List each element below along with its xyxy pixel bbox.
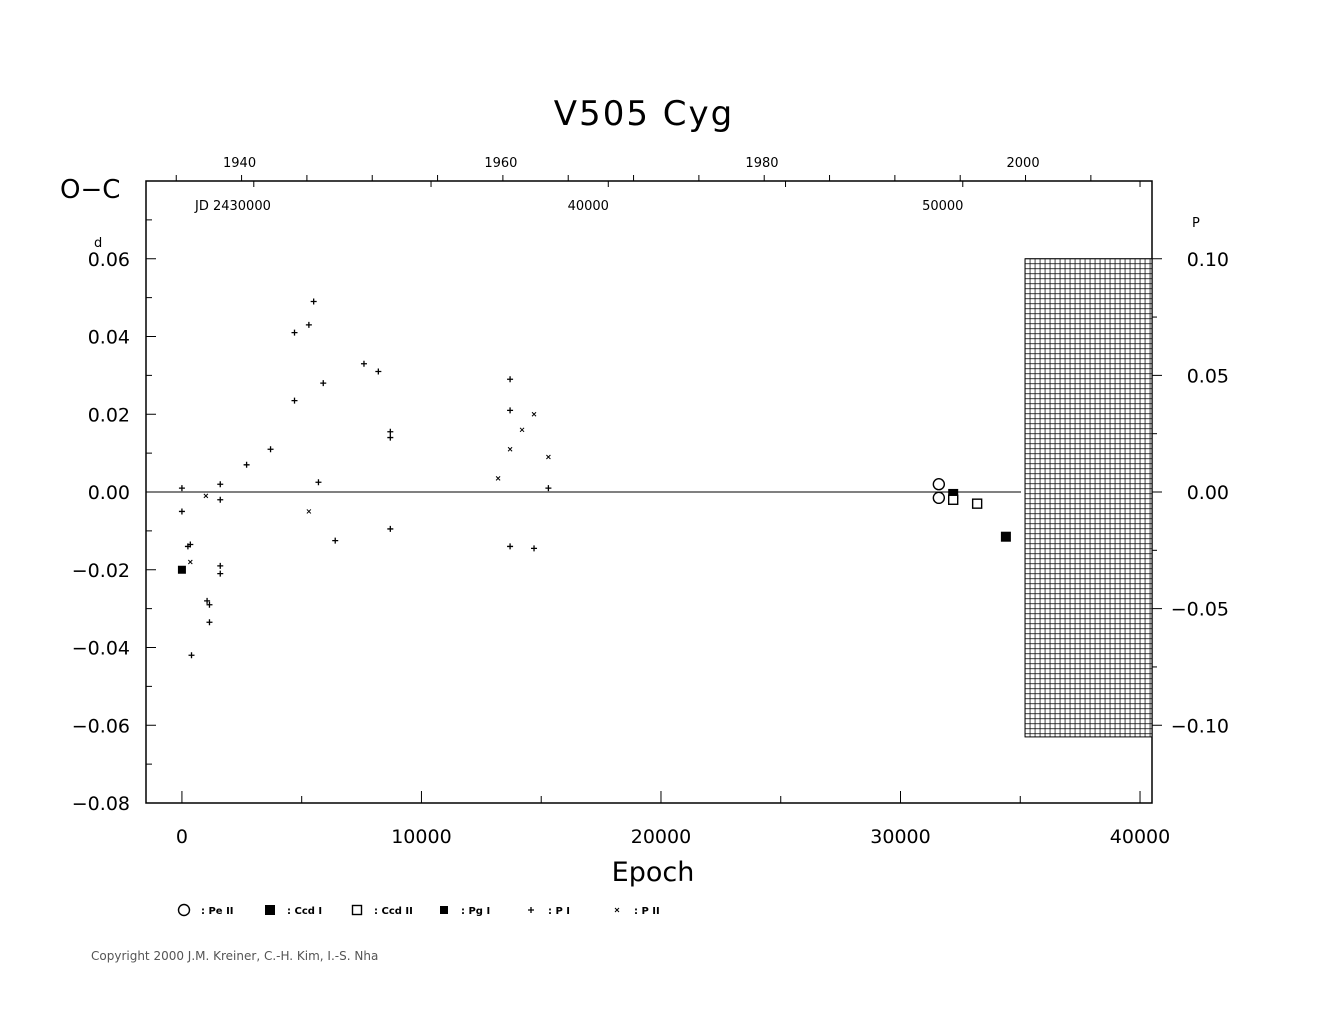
right-tick-labels: 0.10 0.05 0.00 −0.05 −0.10 (1171, 249, 1229, 738)
data-point-p-i (188, 652, 195, 659)
data-point-p-i (545, 485, 552, 492)
legend-label: : Pg I (461, 906, 490, 917)
data-point-p-i (217, 562, 224, 569)
legend-symbol (177, 903, 191, 917)
data-point-p-ii (531, 411, 537, 417)
copyright-notice: Copyright 2000 J.M. Kreiner, C.-H. Kim, … (91, 949, 379, 963)
data-point-p-i (507, 407, 514, 414)
x-tick-label: 40000 (1110, 826, 1170, 848)
data-point-ccd-i (1000, 531, 1011, 542)
top-year-label: 1960 (484, 156, 517, 171)
x-tick-label: 0 (176, 826, 188, 848)
data-point-p-i (332, 537, 339, 544)
top-axis-labels: 1940 1960 1980 2000 40000 50000 (223, 156, 1040, 214)
data-point-ccd-i (948, 488, 959, 499)
data-points (177, 298, 1011, 659)
data-point-p-i (291, 397, 298, 404)
legend-symbol (614, 907, 620, 913)
right-axis-unit: P (1192, 216, 1200, 231)
x-tick-label: 10000 (391, 826, 451, 848)
data-point-pe-ii (932, 491, 946, 505)
data-point-p-i (387, 525, 394, 532)
data-point-pg-i (177, 565, 186, 574)
data-point-p-i (267, 446, 274, 453)
y-axis-unit: d (94, 236, 102, 251)
right-tick-label: −0.05 (1171, 599, 1229, 621)
y-axis-label: O−C (60, 175, 120, 205)
legend-symbol (265, 905, 275, 915)
data-point-p-ii (203, 493, 209, 499)
y-tick-label: −0.06 (72, 715, 130, 737)
data-point-p-i (291, 329, 298, 336)
x-tick-label: 30000 (870, 826, 930, 848)
legend-symbol (440, 906, 448, 914)
x-tick-label: 20000 (631, 826, 691, 848)
data-point-p-i (204, 597, 211, 604)
top-jd-label: 50000 (922, 199, 963, 214)
y-tick-label: 0.06 (88, 249, 130, 271)
x-tick-labels: 0 10000 20000 30000 40000 (176, 826, 1170, 848)
data-point-p-i (360, 360, 367, 367)
data-point-p-ii (187, 559, 193, 565)
chart-title: V505 Cyg (554, 94, 734, 134)
data-point-p-ii (306, 509, 312, 514)
data-point-p-i (217, 570, 224, 577)
data-point-p-i (507, 376, 514, 383)
right-tick-label: 0.10 (1187, 249, 1229, 271)
legend-symbol (528, 907, 534, 913)
data-point-p-ii (495, 476, 501, 481)
y-tick-label: −0.08 (72, 793, 130, 815)
data-point-p-ii (507, 446, 513, 452)
data-point-p-i (178, 508, 185, 515)
top-year-label: 1940 (223, 156, 256, 171)
data-point-p-i (217, 481, 224, 488)
data-point-pe-ii (932, 478, 946, 491)
data-point-p-i (217, 496, 224, 503)
future-grid-region (1024, 258, 1153, 738)
y-tick-label: 0.02 (88, 404, 130, 426)
data-point-p-i (243, 461, 250, 468)
jd-prefix-label: JD 2430000 (194, 199, 271, 214)
y-tick-label: −0.02 (72, 560, 130, 582)
grid-region-box (1024, 258, 1153, 738)
legend-label: : P II (634, 906, 660, 917)
data-point-p-i (387, 428, 394, 435)
legend-symbol (351, 904, 363, 916)
y-tick-label: −0.04 (72, 638, 130, 660)
data-point-p-i (507, 543, 514, 550)
data-point-p-i (206, 601, 213, 608)
y-tick-labels: −0.08 −0.06 −0.04 −0.02 0.00 0.02 0.04 0.06 (72, 249, 130, 815)
data-point-p-i (305, 321, 312, 328)
data-point-p-i (206, 619, 213, 626)
right-tick-label: −0.10 (1171, 715, 1229, 737)
data-point-p-i (315, 479, 322, 486)
legend-label: : Ccd II (374, 906, 413, 917)
y-tick-label: 0.00 (88, 482, 130, 504)
data-point-p-i (178, 485, 185, 492)
x-axis-label: Epoch (612, 857, 695, 888)
axis-ticks (146, 175, 1162, 804)
data-point-p-i (387, 434, 394, 441)
data-point-ccd-ii (971, 498, 983, 509)
top-year-label: 1980 (745, 156, 778, 171)
data-point-p-i (531, 545, 538, 552)
data-point-ccd-ii (947, 494, 959, 505)
data-point-p-ii (546, 454, 551, 460)
legend: : Pe II : Ccd I : Ccd II : Pg I : P I : P II (177, 903, 660, 917)
top-jd-label: 40000 (568, 199, 609, 214)
legend-label: : Ccd I (287, 906, 322, 917)
top-year-label: 2000 (1007, 156, 1040, 171)
y-tick-label: 0.04 (88, 327, 130, 349)
data-point-p-i (310, 298, 317, 305)
data-point-p-i (375, 368, 382, 375)
data-point-p-ii (519, 427, 525, 433)
data-point-p-i (320, 380, 327, 387)
legend-label: : Pe II (201, 906, 234, 917)
right-tick-label: 0.05 (1187, 365, 1229, 387)
data-point-p-i (187, 541, 194, 548)
legend-label: : P I (548, 906, 570, 917)
right-tick-label: 0.00 (1187, 482, 1229, 504)
